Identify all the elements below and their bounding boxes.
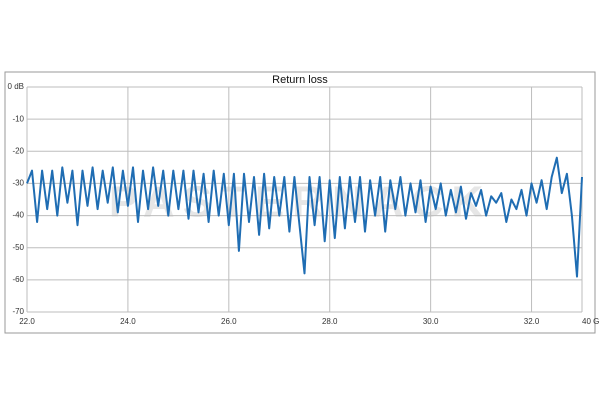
y-tick-label: 0 dB (8, 82, 24, 91)
y-tick-label: -40 (12, 211, 24, 220)
y-tick-label: -20 (12, 146, 24, 155)
y-tick-label: -50 (12, 243, 24, 252)
x-tick-label: 24.0 (120, 317, 136, 326)
y-tick-label: -70 (12, 307, 24, 316)
y-tick-label: -30 (12, 179, 24, 188)
x-tick-label: 28.0 (322, 317, 338, 326)
chart-title: Return loss (272, 74, 328, 86)
x-tick-label: 30.0 (423, 317, 439, 326)
x-tick-label: 26.0 (221, 317, 237, 326)
data-line (26, 156, 583, 278)
y-tick-label: -60 (12, 275, 24, 284)
x-tick-label: 40 GHz (582, 317, 600, 326)
x-tick-label: 22.0 (19, 317, 35, 326)
y-tick-label: -10 (12, 114, 24, 123)
x-tick-label: 32.0 (524, 317, 540, 326)
